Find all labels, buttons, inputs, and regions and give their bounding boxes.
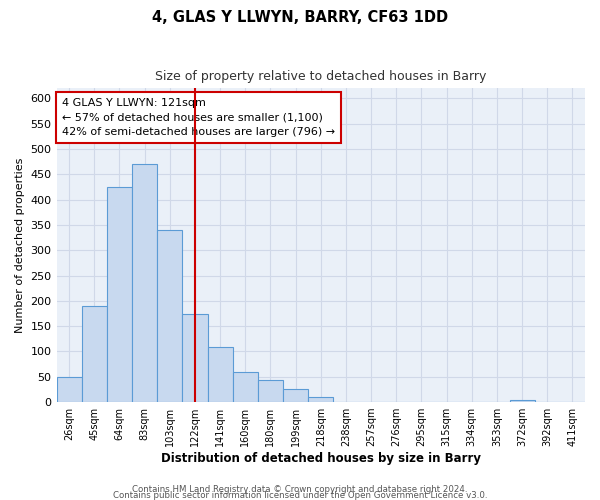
Bar <box>233 372 258 402</box>
Text: 4 GLAS Y LLWYN: 121sqm
← 57% of detached houses are smaller (1,100)
42% of semi-: 4 GLAS Y LLWYN: 121sqm ← 57% of detached… <box>62 98 335 138</box>
Bar <box>107 187 132 402</box>
Text: 4, GLAS Y LLWYN, BARRY, CF63 1DD: 4, GLAS Y LLWYN, BARRY, CF63 1DD <box>152 10 448 25</box>
Bar <box>283 390 308 402</box>
Title: Size of property relative to detached houses in Barry: Size of property relative to detached ho… <box>155 70 487 83</box>
Bar <box>157 230 182 402</box>
Bar <box>509 400 535 402</box>
Bar <box>132 164 157 402</box>
Bar <box>308 397 334 402</box>
Bar <box>182 314 208 402</box>
Bar <box>258 380 283 402</box>
Text: Contains HM Land Registry data © Crown copyright and database right 2024.: Contains HM Land Registry data © Crown c… <box>132 486 468 494</box>
Bar <box>82 306 107 402</box>
X-axis label: Distribution of detached houses by size in Barry: Distribution of detached houses by size … <box>161 452 481 465</box>
Y-axis label: Number of detached properties: Number of detached properties <box>15 158 25 333</box>
Bar <box>208 348 233 402</box>
Bar <box>56 377 82 402</box>
Text: Contains public sector information licensed under the Open Government Licence v3: Contains public sector information licen… <box>113 492 487 500</box>
